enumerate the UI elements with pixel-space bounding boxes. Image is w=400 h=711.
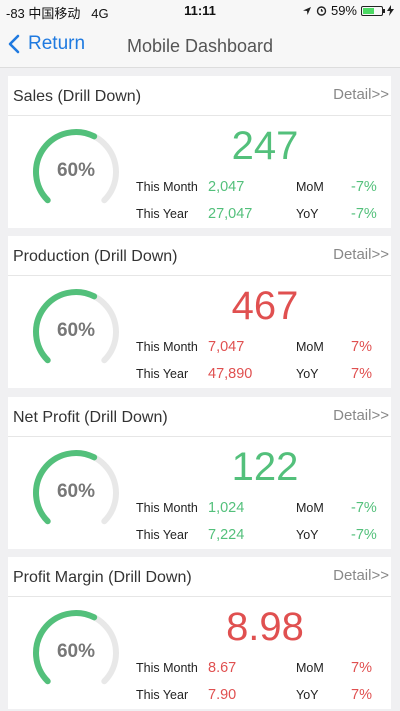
this-month-value: 2,047 [208,179,245,195]
yoy-label: YoY [296,528,319,542]
this-year-label: This Year [136,207,189,221]
battery-percent: 59% [330,3,357,18]
gauge-percent: 60% [56,160,96,181]
return-button[interactable]: Return [8,33,85,55]
yoy-label: YoY [296,207,319,221]
this-month-value: 8.67 [208,660,237,676]
network-text: 4G [91,6,109,21]
gauge-fill [33,289,98,364]
detail-link[interactable]: Detail>> [333,567,389,584]
detail-link[interactable]: Detail>> [333,407,389,424]
clock: 11:11 [184,3,216,18]
metric-card: Sales (Drill Down) Detail>> 60% 247 This… [8,76,391,228]
status-bar: -83 中国移动 4G 11:11 59% [0,0,400,22]
gauge-percent: 60% [56,481,96,502]
gauge-fill [33,450,98,525]
main-value: 8.98 [226,605,304,649]
this-month-value: 1,024 [208,500,245,516]
mom-value: 7% [351,339,372,355]
main-value: 467 [231,284,299,328]
charging-icon [387,5,394,16]
yoy-value: -7% [351,206,377,222]
this-year-value: 7,224 [208,527,245,543]
mom-label: MoM [296,180,324,194]
this-month-label: This Month [136,661,198,675]
this-year-label: This Year [136,367,189,381]
this-year-label: This Year [136,528,189,542]
card-title[interactable]: Sales (Drill Down) [13,88,142,105]
mom-label: MoM [296,501,324,515]
this-year-value: 27,047 [208,206,253,222]
yoy-value: 7% [351,687,372,703]
mom-value: -7% [351,179,377,195]
gauge-fill [33,610,98,685]
main-value: 247 [231,124,299,168]
this-year-label: This Year [136,688,189,702]
card-header: Profit Margin (Drill Down) Detail>> [8,557,391,597]
card-header: Net Profit (Drill Down) Detail>> [8,397,391,437]
card-title[interactable]: Profit Margin (Drill Down) [13,569,192,586]
mom-value: 7% [351,660,372,676]
this-month-value: 7,047 [208,339,245,355]
this-month-label: This Month [136,180,198,194]
this-year-value: 47,890 [208,366,253,382]
detail-link[interactable]: Detail>> [333,246,389,263]
card-header: Sales (Drill Down) Detail>> [8,76,391,116]
location-icon [302,6,311,15]
this-month-label: This Month [136,501,198,515]
gauge-chart [33,128,119,204]
alarm-icon [316,6,327,16]
mom-label: MoM [296,661,324,675]
card-title[interactable]: Production (Drill Down) [13,248,178,265]
metric-card: Net Profit (Drill Down) Detail>> 60% 122… [8,397,391,549]
yoy-label: YoY [296,688,319,702]
metric-card: Production (Drill Down) Detail>> 60% 467… [8,236,391,388]
carrier-text: -83 中国移动 [6,6,81,21]
gauge-percent: 60% [56,641,96,662]
nav-bar: Return Mobile Dashboard [0,22,400,68]
mom-label: MoM [296,340,324,354]
yoy-value: -7% [351,527,377,543]
card-title[interactable]: Net Profit (Drill Down) [13,409,168,426]
gauge-chart [33,449,119,525]
yoy-label: YoY [296,367,319,381]
main-value: 122 [231,445,299,489]
this-month-label: This Month [136,340,198,354]
carrier-network: -83 中国移动 4G [6,3,109,22]
gauge-percent: 60% [56,320,96,341]
return-label: Return [28,33,86,54]
status-right: 59% [302,3,394,18]
metric-card: Profit Margin (Drill Down) Detail>> 60% … [8,557,391,709]
gauge-fill [33,129,98,204]
detail-link[interactable]: Detail>> [333,86,389,103]
gauge-chart [33,609,119,685]
chevron-left-icon [8,34,20,54]
this-year-value: 7.90 [208,687,237,703]
card-header: Production (Drill Down) Detail>> [8,236,391,276]
gauge-chart [33,288,119,364]
battery-icon [361,5,385,16]
yoy-value: 7% [351,366,372,382]
page-title: Mobile Dashboard [126,36,274,56]
mom-value: -7% [351,500,377,516]
